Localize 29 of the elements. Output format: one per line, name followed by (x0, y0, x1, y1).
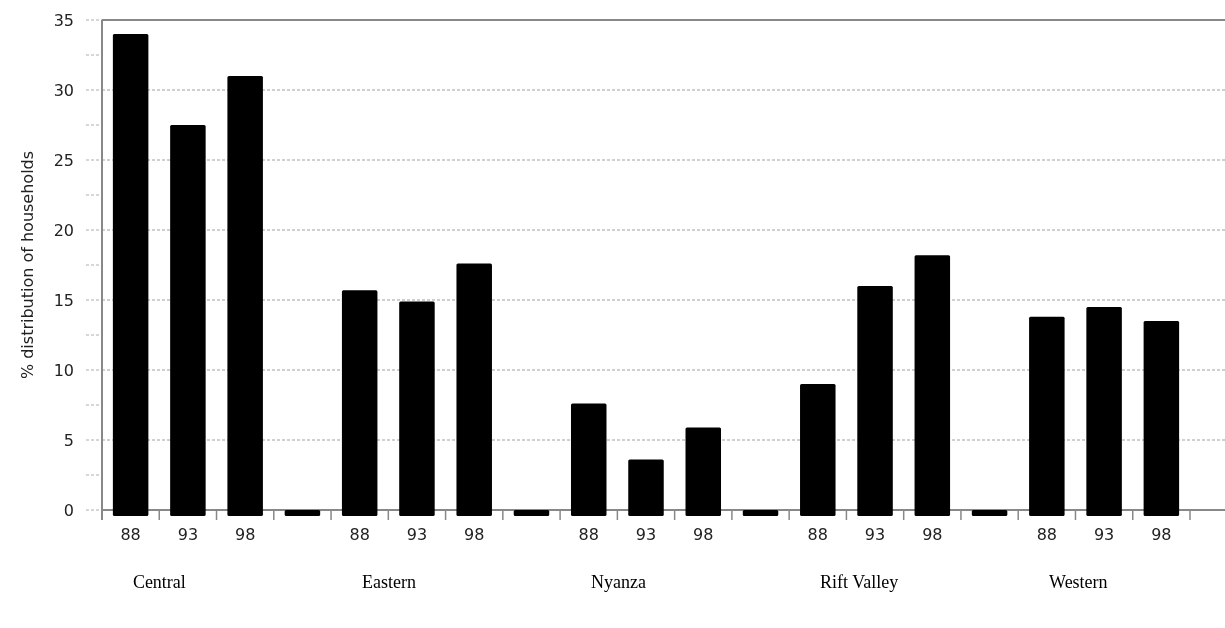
y-tick-label: 15 (53, 290, 74, 310)
y-tick-label: 25 (53, 150, 74, 170)
x-tick-label: 93 (635, 525, 657, 544)
x-tick-label: 88 (1036, 525, 1058, 544)
y-tick-label: 30 (53, 80, 74, 100)
text: Rift Valley (820, 572, 899, 592)
y-tick-label: 5 (63, 430, 74, 450)
x-tick-label: 88 (349, 525, 370, 544)
text: Nyanza (590, 572, 646, 592)
x-tick-label: 98 (464, 525, 485, 544)
y-axis-title: % distribution of households (18, 150, 37, 380)
y-tick-label: 0 (63, 500, 74, 520)
y-tick-label: 35 (53, 10, 74, 30)
x-tick-label: 88 (120, 525, 141, 544)
text: Central (132, 572, 186, 592)
x-tick-label: 98 (922, 525, 943, 544)
text: Eastern (361, 572, 416, 592)
text: Western (1049, 572, 1108, 592)
x-tick-label: 93 (864, 525, 886, 544)
x-tick-label: 93 (1093, 525, 1115, 544)
x-tick-label: 98 (1151, 525, 1172, 544)
x-tick-label: 98 (234, 525, 256, 544)
x-tick-label: 93 (406, 525, 428, 544)
x-tick-label: 93 (177, 525, 199, 544)
y-tick-label: 20 (53, 220, 74, 240)
x-tick-label: 88 (578, 525, 599, 544)
y-tick-label: 10 (53, 360, 74, 380)
x-tick-label: 88 (807, 525, 828, 544)
x-tick-label: 98 (693, 525, 714, 544)
